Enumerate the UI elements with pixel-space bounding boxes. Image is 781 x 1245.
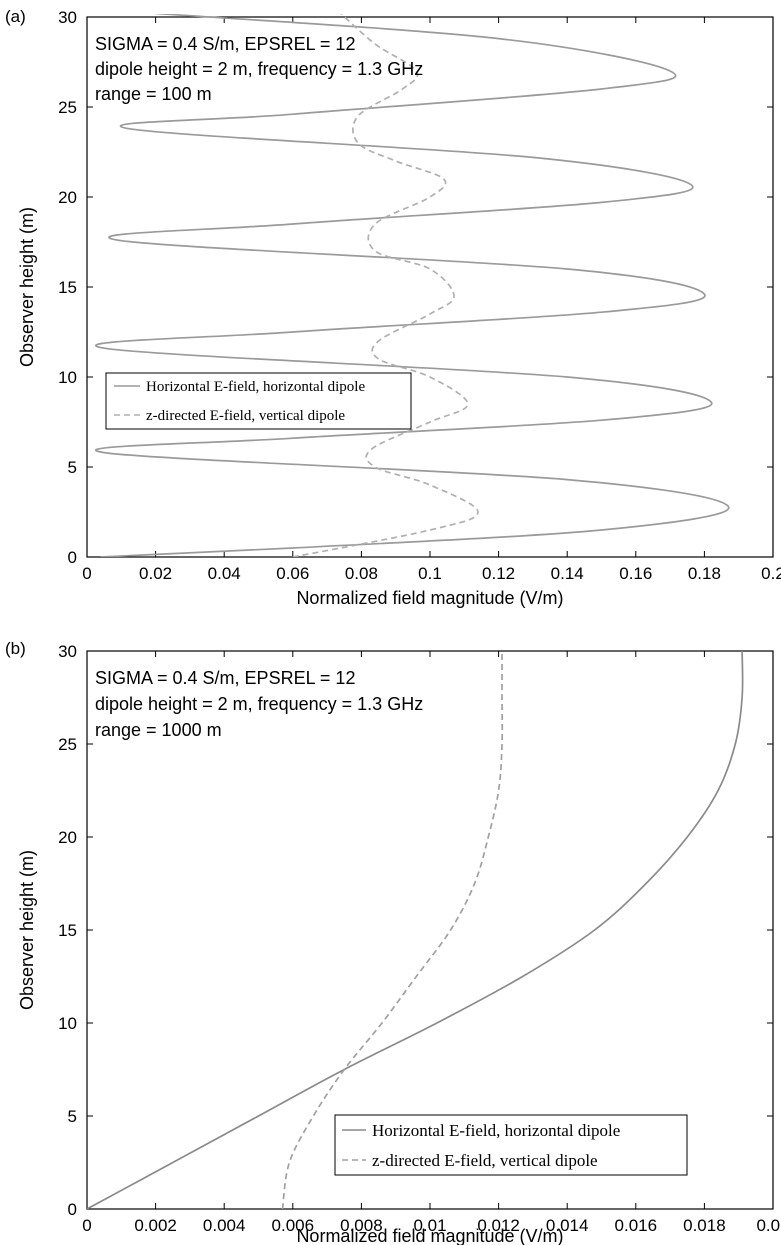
panel-b-ytick-label: 20 [58,828,77,847]
panel-b-ytick-label: 30 [58,642,77,661]
panel-a-xtick-label: 0.12 [482,564,515,583]
panel-b-xtick-label: 0.014 [546,1216,589,1235]
panel-a-xtick-label: 0.08 [345,564,378,583]
panel-b-ytick-label: 0 [68,1200,77,1219]
panel-b-xtick-label: 0.008 [340,1216,383,1235]
panel-b-ytick-label: 25 [58,735,77,754]
panel-a-xtick-label: 0 [82,564,91,583]
panel-a-xtick-label: 0.18 [688,564,721,583]
panel-a: (a) 0 0.02 0.04 0.06 0.08 0.1 0.12 0.14 0.16 0.18… [5,7,781,608]
panel-a-legend-entry-2: z-directed E-field, vertical dipole [146,408,345,424]
panel-a-annotation-1: SIGMA = 0.4 S/m, EPSREL = 12 [95,34,355,54]
panel-b-legend: Horizontal E-field, horizontal dipole z-… [334,1114,688,1176]
panel-b-legend-entry-2: z-directed E-field, vertical dipole [372,1151,598,1170]
panel-a-legend: Horizontal E-field, horizontal dipole z-… [105,372,412,430]
panel-a-ytick-label: 0 [68,548,77,567]
panel-a-annotation-3: range = 100 m [95,84,212,104]
panel-a-ytick-label: 30 [58,8,77,27]
panel-b-ytick-label: 5 [68,1107,77,1126]
panel-a-ytick-label: 10 [58,368,77,387]
panel-a-legend-entry-1: Horizontal E-field, horizontal dipole [146,379,365,395]
panel-a-series-z-directed-vertical-dipole [292,14,479,557]
panel-a-xlabel: Normalized field magnitude (V/m) [296,588,563,608]
panel-a-annotation-2: dipole height = 2 m, frequency = 1.3 GHz [95,59,423,79]
panel-b-annotation-2: dipole height = 2 m, frequency = 1.3 GHz [95,694,423,714]
panel-a-xtick-label: 0.1 [418,564,442,583]
panel-a-xtick-label: 0.16 [619,564,652,583]
panel-b-ylabel: Observer height (m) [17,850,37,1010]
panel-b-xtick-label: 0.002 [134,1216,177,1235]
panel-a-xtick-label: 0.02 [139,564,172,583]
panel-a-series-horizontal-dipole [94,14,730,557]
panel-b-annotation-1: SIGMA = 0.4 S/m, EPSREL = 12 [95,668,355,688]
panel-b-label: (b) [5,639,26,658]
panel-b-ytick-label: 15 [58,921,77,940]
panel-b-ticks: 0 0.002 0.004 0.006 0.008 0.01 0.012 0.014 0.016… [58,642,781,1235]
panel-b-xtick-label: 0.004 [203,1216,246,1235]
panel-a-ticks: 0 0.02 0.04 0.06 0.08 0.1 0.12 0.14 0.16 0.18 0.2 0… [58,8,781,583]
panel-b-xlabel: Normalized field magnitude (V/m) [296,1226,563,1245]
panel-b-xtick-label: 0 [82,1216,91,1235]
panel-a-ytick-label: 25 [58,98,77,117]
panel-b-ytick-label: 10 [58,1014,77,1033]
panel-a-ytick-label: 20 [58,188,77,207]
panel-a-xtick-label: 0.04 [208,564,241,583]
panel-b-xtick-label: 0.018 [683,1216,726,1235]
panel-b-xtick-label: 0.006 [272,1216,315,1235]
panel-b-series-z-directed-vertical-dipole [281,651,504,1209]
panel-b-legend-entry-1: Horizontal E-field, horizontal dipole [372,1121,620,1140]
panel-b-xtick-label: 0.012 [477,1216,520,1235]
panel-a-ytick-label: 5 [68,458,77,477]
panel-a-legend-box [105,372,412,430]
panel-a-xtick-label: 0.14 [551,564,584,583]
panel-b-series-horizontal-dipole [87,650,744,1209]
panel-b-annotation-3: range = 1000 m [95,720,222,740]
panel-b-xtick-label: 0.016 [615,1216,658,1235]
panel-b: (b) 0 0.002 0.004 0.006 0.008 0.01 0.012 0.014 0… [5,639,781,1245]
panel-a-xtick-label: 0.2 [761,564,781,583]
panel-b-series [87,650,744,1209]
panel-a-xtick-label: 0.06 [276,564,309,583]
panel-a-label: (a) [5,7,26,26]
panel-a-series [94,14,730,557]
panel-b-xtick-label: 0.02 [756,1216,781,1235]
panel-a-ytick-label: 15 [58,278,77,297]
panel-a-ylabel: Observer height (m) [17,207,37,367]
panel-b-xtick-label: 0.01 [413,1216,446,1235]
panel-b-legend-box [334,1114,688,1176]
